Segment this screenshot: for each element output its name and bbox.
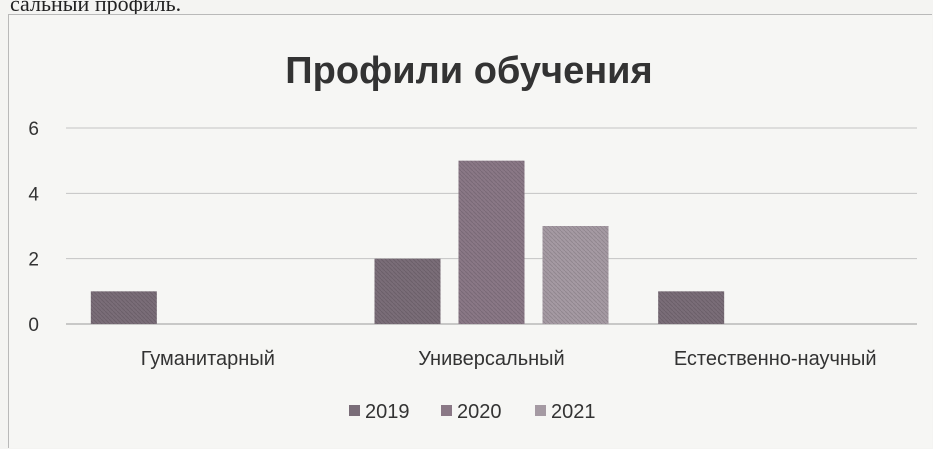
bars <box>90 160 725 324</box>
category-label: Универсальный <box>418 348 564 370</box>
y-axis: 0 2 4 6 <box>28 119 39 336</box>
legend: 2019 2020 2021 <box>349 401 596 423</box>
y-tick-label: 4 <box>28 184 39 205</box>
legend-swatch <box>349 405 360 416</box>
bar-texture <box>90 291 157 324</box>
bar-texture <box>658 291 725 324</box>
bar-texture <box>542 226 609 324</box>
y-tick-label: 6 <box>28 119 39 140</box>
legend-label: 2020 <box>457 401 502 423</box>
legend-label: 2019 <box>365 401 410 423</box>
legend-swatch <box>441 405 452 416</box>
y-tick-label: 0 <box>28 315 39 336</box>
bar-chart: Профили обучения 0 2 4 6 Гуманитарный Универ… <box>28 50 917 423</box>
x-axis: Гуманитарный Универсальный Естественно-нау… <box>141 348 877 370</box>
legend-label: 2021 <box>551 401 596 423</box>
top-caption: сальный профиль. <box>10 0 182 16</box>
bar-texture <box>374 258 441 324</box>
category-label: Гуманитарный <box>141 348 275 370</box>
bar-texture <box>458 160 525 324</box>
chart-frame: Профили обучения 0 2 4 6 Гуманитарный Универ… <box>8 14 932 448</box>
y-tick-label: 2 <box>28 250 39 271</box>
chart-title: Профили обучения <box>285 50 652 92</box>
legend-swatch <box>535 405 546 416</box>
category-label: Естественно-научный <box>674 348 877 370</box>
